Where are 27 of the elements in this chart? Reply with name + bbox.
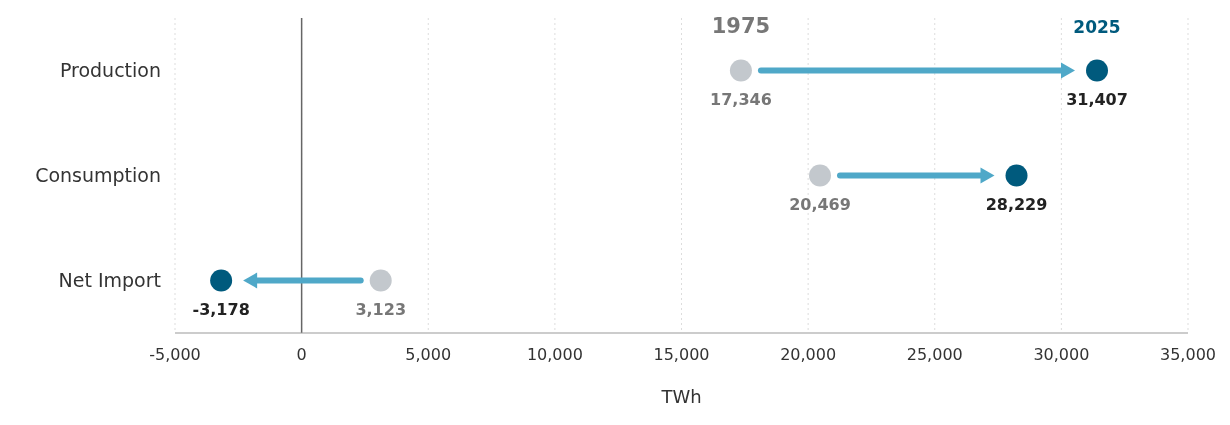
point [210,269,233,292]
data-label: 3,123 [355,299,407,319]
x-tick-label: -5,000 [149,345,201,365]
x-tick-label: 5,000 [405,345,452,365]
point [809,164,831,187]
x-tick-label: 20,000 [780,345,837,365]
x-tick-label: 10,000 [526,345,583,365]
point [729,59,752,82]
series-label: 2025 [1073,16,1121,37]
y-tick-label: Net Import [58,269,161,292]
y-tick-label: Production [59,59,161,82]
data-label: 20,469 [789,194,851,214]
series-label: 1975 [711,13,771,38]
x-tick-label: 25,000 [906,345,963,365]
data-label: 28,229 [985,194,1048,214]
x-tick-label: 35,000 [1160,345,1216,365]
y-tick-label: Consumption [35,164,161,187]
x-tick-label: 30,000 [1033,345,1090,365]
data-label: 31,407 [1066,89,1128,109]
x-axis-title: TWh [660,386,702,407]
data-label: -3,178 [192,299,250,319]
point [369,269,392,292]
point [1005,164,1028,187]
x-tick-label: 0 [296,345,307,365]
x-tick-label: 15,000 [653,345,710,365]
data-label: 17,346 [710,89,772,109]
point [1086,59,1109,82]
